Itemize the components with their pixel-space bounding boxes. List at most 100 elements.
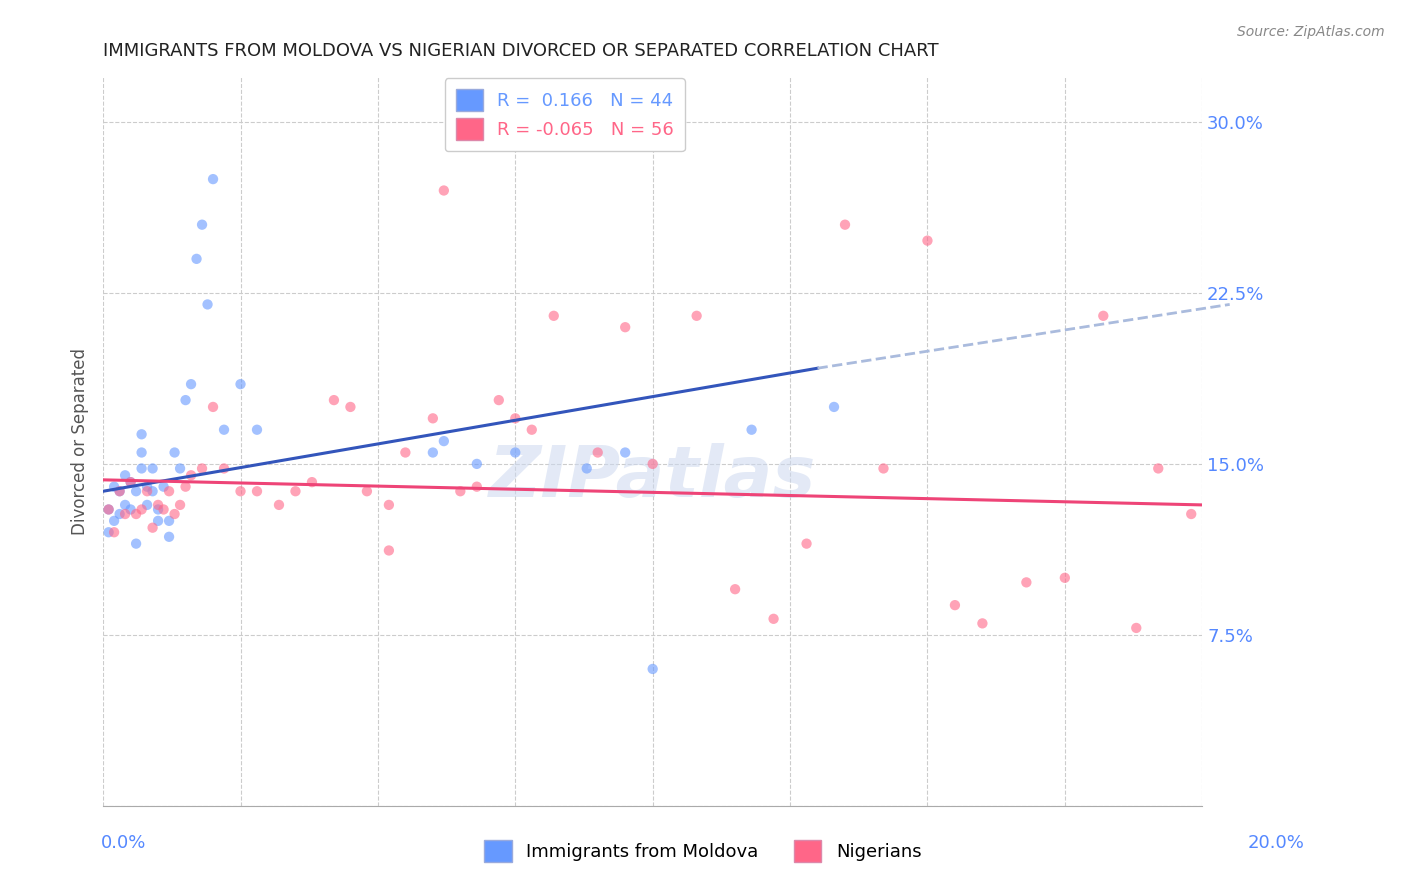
Point	[120, 502, 142, 516]
Point	[180, 468, 202, 483]
Point	[152, 480, 174, 494]
Point	[834, 218, 856, 232]
Y-axis label: Divorced or Separated: Divorced or Separated	[72, 348, 89, 534]
Point	[284, 484, 307, 499]
Point	[356, 484, 378, 499]
Point	[136, 484, 159, 499]
Point	[146, 498, 169, 512]
Point	[301, 475, 323, 489]
Point	[972, 616, 994, 631]
Text: 20.0%: 20.0%	[1249, 834, 1305, 852]
Point	[114, 468, 136, 483]
Point	[1092, 309, 1115, 323]
Point	[131, 445, 153, 459]
Point	[543, 309, 565, 323]
Point	[394, 445, 416, 459]
Point	[614, 445, 637, 459]
Point	[157, 484, 180, 499]
Point	[641, 662, 664, 676]
Point	[97, 525, 120, 540]
Point	[943, 598, 966, 612]
Point	[246, 484, 269, 499]
Point	[108, 484, 131, 499]
Point	[917, 234, 939, 248]
Text: 0.0%: 0.0%	[101, 834, 146, 852]
Text: IMMIGRANTS FROM MOLDOVA VS NIGERIAN DIVORCED OR SEPARATED CORRELATION CHART: IMMIGRANTS FROM MOLDOVA VS NIGERIAN DIVO…	[103, 42, 939, 60]
Point	[586, 445, 609, 459]
Point	[197, 297, 219, 311]
Point	[1147, 461, 1170, 475]
Point	[136, 480, 159, 494]
Point	[433, 434, 456, 449]
Point	[1180, 507, 1202, 521]
Point	[433, 184, 456, 198]
Point	[114, 498, 136, 512]
Point	[180, 377, 202, 392]
Point	[575, 461, 598, 475]
Point	[191, 218, 214, 232]
Point	[422, 411, 444, 425]
Point	[125, 536, 148, 550]
Point	[142, 461, 165, 475]
Point	[685, 309, 707, 323]
Point	[229, 377, 252, 392]
Point	[131, 502, 153, 516]
Point	[97, 502, 120, 516]
Point	[169, 461, 191, 475]
Point	[741, 423, 763, 437]
Point	[202, 400, 225, 414]
Point	[152, 502, 174, 516]
Point	[142, 484, 165, 499]
Point	[641, 457, 664, 471]
Point	[174, 393, 197, 408]
Point	[108, 484, 131, 499]
Point	[1015, 575, 1038, 590]
Point	[1125, 621, 1147, 635]
Point	[174, 480, 197, 494]
Point	[212, 461, 235, 475]
Point	[146, 502, 169, 516]
Point	[163, 507, 186, 521]
Point	[1053, 571, 1076, 585]
Point	[614, 320, 637, 334]
Point	[120, 475, 142, 489]
Point	[449, 484, 471, 499]
Point	[120, 475, 142, 489]
Legend: R =  0.166   N = 44, R = -0.065   N = 56: R = 0.166 N = 44, R = -0.065 N = 56	[444, 78, 685, 152]
Point	[142, 521, 165, 535]
Point	[762, 612, 785, 626]
Point	[422, 445, 444, 459]
Point	[103, 525, 125, 540]
Point	[146, 514, 169, 528]
Text: ZIPatlas: ZIPatlas	[489, 443, 817, 512]
Point	[125, 484, 148, 499]
Point	[191, 461, 214, 475]
Point	[157, 514, 180, 528]
Point	[503, 445, 526, 459]
Legend: Immigrants from Moldova, Nigerians: Immigrants from Moldova, Nigerians	[477, 833, 929, 870]
Point	[157, 530, 180, 544]
Point	[103, 480, 125, 494]
Point	[131, 427, 153, 442]
Point	[169, 498, 191, 512]
Point	[186, 252, 208, 266]
Point	[339, 400, 361, 414]
Point	[323, 393, 346, 408]
Point	[136, 498, 159, 512]
Point	[724, 582, 747, 597]
Point	[465, 480, 488, 494]
Point	[212, 423, 235, 437]
Point	[163, 445, 186, 459]
Point	[465, 457, 488, 471]
Point	[488, 393, 510, 408]
Point	[267, 498, 290, 512]
Point	[202, 172, 225, 186]
Point	[872, 461, 894, 475]
Point	[520, 423, 543, 437]
Point	[125, 507, 148, 521]
Point	[796, 536, 818, 550]
Point	[503, 411, 526, 425]
Point	[246, 423, 269, 437]
Point	[378, 543, 401, 558]
Point	[229, 484, 252, 499]
